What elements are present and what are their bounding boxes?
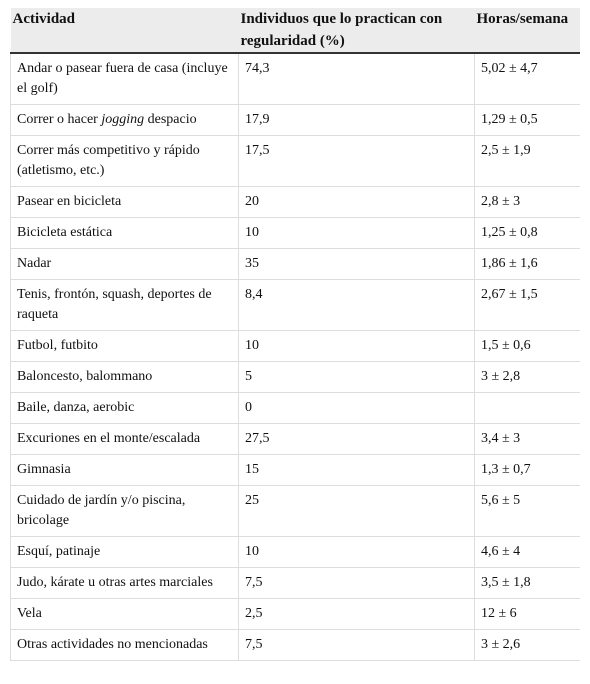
header-row: Actividad Individuos que lo practican con…	[10, 8, 580, 54]
table-cell: 2,5 ± 1,9	[474, 135, 580, 187]
table-cell: 35	[238, 248, 475, 280]
table-cell: Nadar	[10, 248, 239, 280]
table-cell: Excuriones en el monte/escalada	[10, 423, 239, 455]
table-row: Tenis, frontón, squash, deportes de raqu…	[10, 279, 580, 331]
table-cell: 74,3	[238, 52, 475, 105]
table: Actividad Individuos que lo practican con…	[10, 8, 580, 661]
table-row: Excuriones en el monte/escalada 27,5 3,4 ±…	[10, 423, 580, 455]
header-cell: Horas/semana	[474, 8, 580, 54]
table-cell: 10	[238, 217, 475, 249]
table-cell: 7,5	[238, 629, 475, 661]
table-cell: Judo, kárate u otras artes marciales	[10, 567, 239, 599]
table-cell: Correr más competitivo y rápido (atletis…	[10, 135, 239, 187]
table-cell: 1,3 ± 0,7	[474, 454, 580, 486]
table-cell: 3,4 ± 3	[474, 423, 580, 455]
table-row: Correr o hacer jogging despacio 17,9 1,29 …	[10, 104, 580, 136]
table-cell: Baile, danza, aerobic	[10, 392, 239, 424]
table-cell: 7,5	[238, 567, 475, 599]
table-cell: 0	[238, 392, 475, 424]
table-body: Andar o pasear fuera de casa (incluye el…	[10, 52, 580, 661]
table-cell: Correr o hacer jogging despacio	[10, 104, 239, 136]
table-cell: Tenis, frontón, squash, deportes de raqu…	[10, 279, 239, 331]
table-cell: Futbol, futbito	[10, 330, 239, 362]
table-cell: 1,25 ± 0,8	[474, 217, 580, 249]
table-container: Actividad Individuos que lo practican con…	[10, 8, 580, 684]
table-row: Bicicleta estática 10 1,25 ± 0,8	[10, 217, 580, 249]
table-row: Baile, danza, aerobic 0	[10, 392, 580, 424]
table-cell: 10	[238, 330, 475, 362]
table-row: Judo, kárate u otras artes marciales 7,5 3…	[10, 567, 580, 599]
table-cell: Pasear en bicicleta	[10, 186, 239, 218]
table-cell: 1,29 ± 0,5	[474, 104, 580, 136]
table-cell: Bicicleta estática	[10, 217, 239, 249]
table-cell: 2,8 ± 3	[474, 186, 580, 218]
table-cell: 3,5 ± 1,8	[474, 567, 580, 599]
table-row: Baloncesto, balommano 5 3 ± 2,8	[10, 361, 580, 393]
table-row: Correr más competitivo y rápido (atletis…	[10, 135, 580, 187]
table-row: Andar o pasear fuera de casa (incluye el…	[10, 52, 580, 105]
table-cell: Otras actividades no mencionadas	[10, 629, 239, 661]
table-cell: Baloncesto, balommano	[10, 361, 239, 393]
table-cell: 3 ± 2,8	[474, 361, 580, 393]
table-row: Cuidado de jardín y/o piscina, bricolage…	[10, 485, 580, 537]
table-cell: 25	[238, 485, 475, 537]
table-cell: 1,86 ± 1,6	[474, 248, 580, 280]
table-cell: 1,5 ± 0,6	[474, 330, 580, 362]
table-row: Vela 2,5 12 ± 6	[10, 598, 580, 630]
text-part: jogging	[101, 112, 145, 127]
text-part: despacio	[144, 112, 197, 127]
table-cell: 5,02 ± 4,7	[474, 52, 580, 105]
table-cell: 12 ± 6	[474, 598, 580, 630]
table-cell: 15	[238, 454, 475, 486]
table-cell: Esquí, patinaje	[10, 536, 239, 568]
table-row: Futbol, futbito 10 1,5 ± 0,6	[10, 330, 580, 362]
table-cell: Gimnasia	[10, 454, 239, 486]
table-row: Esquí, patinaje 10 4,6 ± 4	[10, 536, 580, 568]
table-row: Nadar 35 1,86 ± 1,6	[10, 248, 580, 280]
table-cell: 5,6 ± 5	[474, 485, 580, 537]
table-row: Gimnasia 15 1,3 ± 0,7	[10, 454, 580, 486]
table-cell: 17,5	[238, 135, 475, 187]
table-cell	[474, 392, 580, 424]
text-part: Correr o hacer	[17, 112, 102, 127]
table-row: Pasear en bicicleta 20 2,8 ± 3	[10, 186, 580, 218]
table-cell: Andar o pasear fuera de casa (incluye el…	[10, 52, 239, 105]
table-cell: 3 ± 2,6	[474, 629, 580, 661]
header-cell: Actividad	[10, 8, 239, 54]
table-cell: 2,5	[238, 598, 475, 630]
table-cell: 8,4	[238, 279, 475, 331]
table-cell: 5	[238, 361, 475, 393]
table-cell: 10	[238, 536, 475, 568]
table-cell: 17,9	[238, 104, 475, 136]
table-cell: 27,5	[238, 423, 475, 455]
table-cell: 2,67 ± 1,5	[474, 279, 580, 331]
table-cell: Cuidado de jardín y/o piscina, bricolage	[10, 485, 239, 537]
table-cell: Vela	[10, 598, 239, 630]
table-cell: 20	[238, 186, 475, 218]
table-cell: 4,6 ± 4	[474, 536, 580, 568]
table-row: Otras actividades no mencionadas 7,5 3 ± 2…	[10, 629, 580, 661]
header-cell: Individuos que lo practican con regulari…	[238, 8, 475, 54]
